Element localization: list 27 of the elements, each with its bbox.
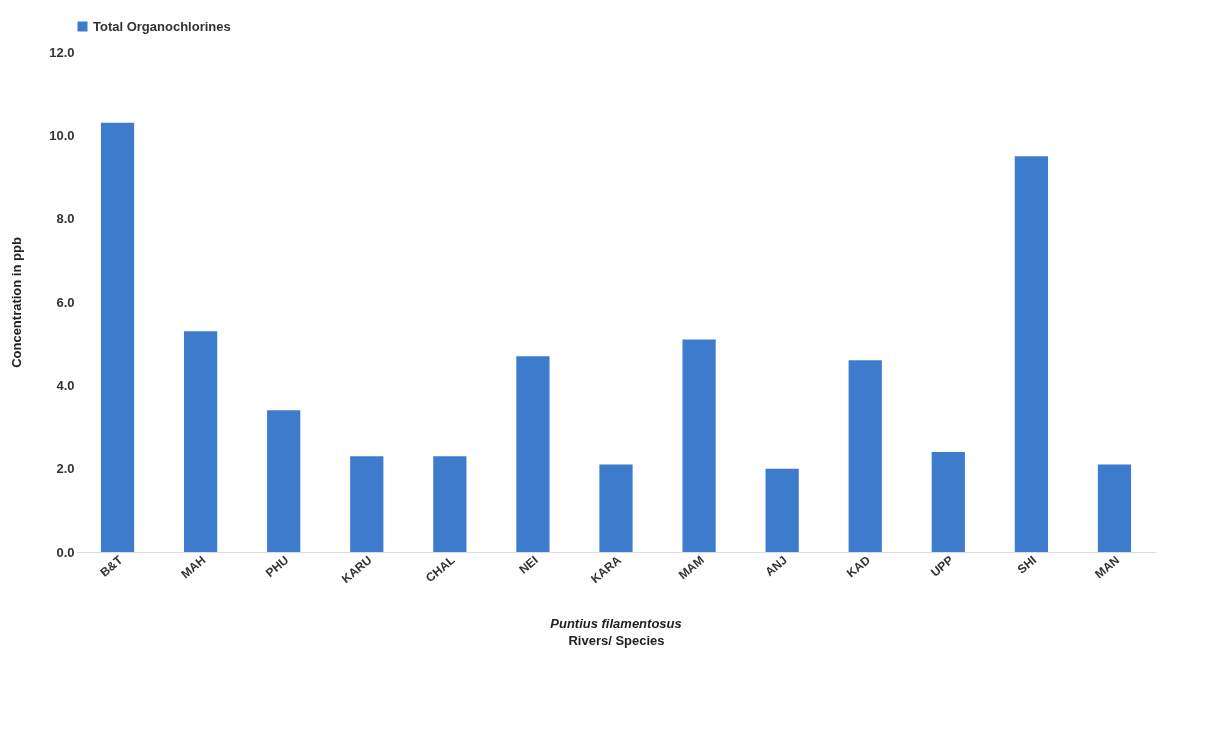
bar: [100, 122, 135, 552]
bar: [350, 456, 384, 552]
y-tick-label: 12.0: [49, 44, 75, 60]
y-tick-label: 10.0: [49, 127, 75, 143]
y-tick-label: 8.0: [56, 211, 75, 227]
x-axis-title: Rivers/ Species: [568, 633, 665, 649]
bar: [931, 452, 965, 552]
bar: [267, 410, 301, 552]
bar: [1097, 464, 1132, 552]
x-tick-label: SHI: [1014, 552, 1040, 577]
bar: [516, 356, 550, 552]
bar: [433, 456, 467, 552]
bar: [765, 468, 799, 552]
y-tick-label: 0.0: [56, 544, 75, 560]
x-tick-label: UPP: [928, 552, 957, 580]
text: Puntius filamentosus: [550, 616, 682, 631]
x-tick-label: NEI: [516, 552, 541, 577]
bar: [599, 464, 633, 552]
y-axis-title: Concentration in ppb: [9, 237, 25, 368]
bar: [682, 339, 716, 552]
y-tick-label: 2.0: [56, 461, 75, 477]
bar: [1014, 156, 1048, 552]
bar: [184, 331, 218, 552]
y-tick-label: 6.0: [56, 294, 75, 310]
y-tick-label: 4.0: [56, 377, 75, 393]
bar: [848, 360, 882, 552]
legend-label: Total Organochlorines: [93, 18, 231, 34]
